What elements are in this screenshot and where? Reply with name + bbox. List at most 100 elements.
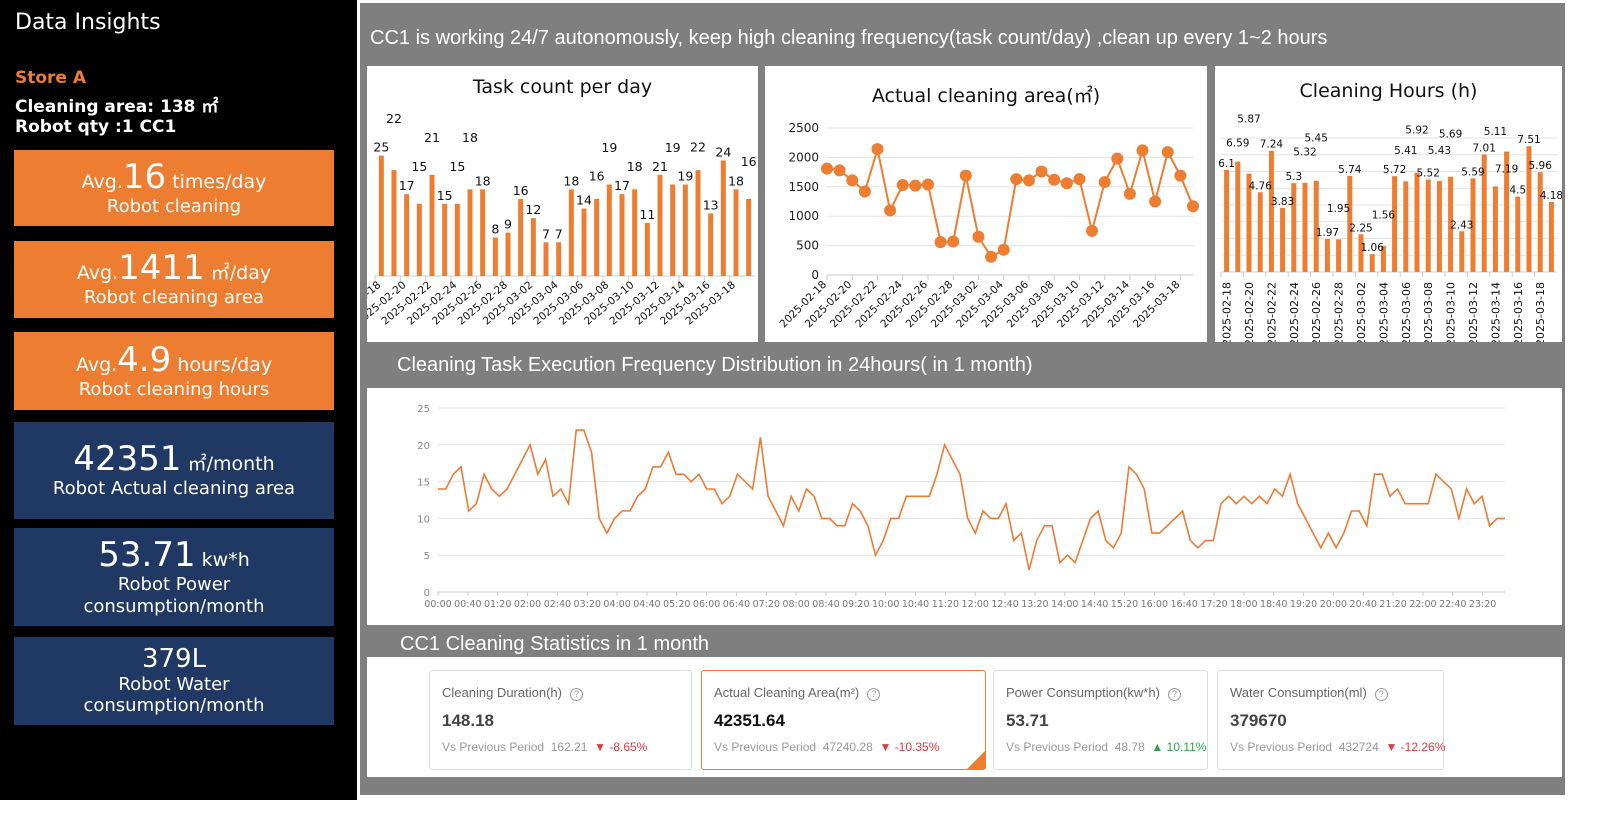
stat-label-text: Cleaning Duration(h) xyxy=(442,685,562,700)
data-point xyxy=(985,250,998,263)
data-label: 4.76 xyxy=(1249,180,1273,192)
bar xyxy=(581,208,587,276)
y-tick-label: 20 xyxy=(417,441,430,452)
x-tick-label: 16:40 xyxy=(1170,599,1197,610)
data-label: 19 xyxy=(665,140,681,155)
kpi-label: Robot cleaning xyxy=(106,195,242,217)
x-tick-label: 2025-02-24 xyxy=(1288,282,1301,342)
data-point xyxy=(1136,144,1149,157)
previous-value: 47240.28 xyxy=(822,740,873,754)
x-tick-label: 2025-02-22 xyxy=(1265,282,1278,342)
y-tick-label: 2500 xyxy=(788,121,819,135)
help-icon[interactable]: ? xyxy=(867,688,881,701)
data-point xyxy=(1022,174,1035,187)
bar xyxy=(1302,182,1308,272)
x-tick-label: 2025-02-26 xyxy=(1310,282,1323,342)
data-label: 15 xyxy=(449,159,465,174)
bar xyxy=(454,203,460,276)
data-label: 24 xyxy=(715,144,731,159)
dashboard-header: CC1 is working 24/7 autonomously, keep h… xyxy=(370,27,1328,49)
data-label: 15 xyxy=(411,159,427,174)
data-label: 25 xyxy=(373,140,389,155)
data-label: 7.01 xyxy=(1473,143,1496,155)
x-tick-label: 2025-02-28 xyxy=(1333,282,1346,342)
y-tick-label: 2000 xyxy=(788,150,819,164)
kpi-value: 1411 xyxy=(118,248,205,288)
stat-label-text: Water Consumption(ml) xyxy=(1230,685,1367,700)
stat-comparison: Vs Previous Period 48.78 ▲ 10.11% xyxy=(1006,740,1206,754)
data-label: 11 xyxy=(639,207,655,222)
x-tick-label: 18:40 xyxy=(1260,599,1287,610)
stat-card[interactable]: Cleaning Duration(h)? 148.18 Vs Previous… xyxy=(429,670,692,770)
data-label: 7 xyxy=(555,226,563,241)
bar xyxy=(1257,192,1263,272)
data-label: 2.43 xyxy=(1450,219,1473,231)
x-tick-label: 00:40 xyxy=(454,599,481,610)
kpi-value: 53.71 xyxy=(98,534,196,575)
x-tick-label: 08:00 xyxy=(782,599,809,610)
help-icon[interactable]: ? xyxy=(1167,688,1181,701)
data-point xyxy=(997,243,1010,256)
frequency-section-title: Cleaning Task Execution Frequency Distri… xyxy=(397,354,1033,376)
data-label: 5.11 xyxy=(1484,126,1507,138)
bar xyxy=(1336,239,1342,272)
x-tick-label: 14:40 xyxy=(1081,599,1108,610)
y-tick-label: 500 xyxy=(796,239,819,253)
bar xyxy=(1380,245,1386,272)
bar xyxy=(682,184,688,276)
cleaning-hours-chart: Cleaning Hours (h) 6.1 6.59 5.87 4.76 7.24 3.… xyxy=(1215,66,1562,342)
x-tick-label: 2025-02-20 xyxy=(1243,282,1256,342)
stat-card[interactable]: Water Consumption(ml)? 379670 Vs Previou… xyxy=(1217,670,1446,770)
bar xyxy=(733,189,739,276)
help-icon[interactable]: ? xyxy=(1374,688,1388,701)
change-percent: 10.11% xyxy=(1166,740,1207,754)
data-label: 5.3 xyxy=(1285,171,1302,183)
y-tick-label: 25 xyxy=(417,404,430,415)
kpi-label: Robot cleaning hours xyxy=(78,378,270,400)
stat-card[interactable]: Actual Cleaning Area(m²)? 42351.64 Vs Pr… xyxy=(701,670,986,770)
data-label: 12 xyxy=(525,202,541,217)
comparison-label: Vs Previous Period xyxy=(442,740,545,754)
bar xyxy=(543,242,549,276)
series-line xyxy=(438,429,1505,571)
data-label: 1.06 xyxy=(1361,242,1385,254)
data-point xyxy=(858,185,871,198)
stat-card[interactable]: Power Consumption(kw*h)? 53.71 Vs Previo… xyxy=(993,670,1208,770)
bar xyxy=(1291,183,1297,272)
x-tick-label: 2025-03-04 xyxy=(1377,282,1390,342)
data-label: 7 xyxy=(542,226,550,241)
kpi-prefix: Avg. xyxy=(75,353,118,376)
x-tick-label: 2025-03-18 xyxy=(1534,282,1547,342)
frequency-chart: 0 5 10 15 20 25 00:00 00:40 01:20 02:00 02:40 03:20… xyxy=(367,388,1562,625)
data-label: 5.69 xyxy=(1439,128,1462,140)
x-tick-label: 14:00 xyxy=(1051,599,1078,610)
data-point xyxy=(909,179,922,192)
stat-value: 148.18 xyxy=(442,711,494,730)
data-point xyxy=(1035,165,1048,178)
bar xyxy=(632,189,638,276)
data-label: 14 xyxy=(576,193,592,208)
bar xyxy=(1280,207,1286,272)
arrow-up-icon: ▲ xyxy=(1151,740,1164,754)
bar xyxy=(1526,146,1532,272)
y-tick-label: 5 xyxy=(424,551,430,562)
kpi-label: Robot Actual cleaning area xyxy=(52,478,296,500)
data-label: 5.45 xyxy=(1305,132,1328,144)
help-icon[interactable]: ? xyxy=(569,688,583,701)
data-label: 5.32 xyxy=(1293,147,1316,159)
data-point xyxy=(1060,177,1073,190)
data-label: 5.74 xyxy=(1338,164,1362,176)
kpi-avg-area: Avg.1411 ㎡/day Robot cleaning area xyxy=(14,241,334,318)
data-label: 5.96 xyxy=(1529,160,1553,172)
kpi-label: Robot cleaning area xyxy=(83,287,265,309)
kpi-label: Robot Water consumption/month xyxy=(83,673,265,717)
data-point xyxy=(1086,224,1099,237)
comparison-label: Vs Previous Period xyxy=(1006,740,1109,754)
bar xyxy=(1324,239,1330,272)
bar xyxy=(568,189,574,276)
change-percent: -12.26% xyxy=(1400,740,1446,754)
data-point xyxy=(1048,173,1061,186)
x-tick-label: 19:20 xyxy=(1290,599,1317,610)
data-point xyxy=(846,174,859,187)
kpi-avg-tasks: Avg.16 times/day Robot cleaning xyxy=(14,150,334,226)
